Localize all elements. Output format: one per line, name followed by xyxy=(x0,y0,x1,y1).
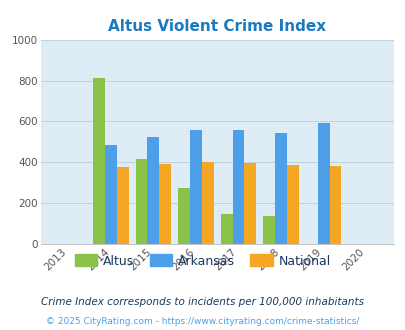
Bar xyxy=(117,168,128,244)
Text: Crime Index corresponds to incidents per 100,000 inhabitants: Crime Index corresponds to incidents per… xyxy=(41,297,364,307)
Bar xyxy=(104,146,117,244)
Bar xyxy=(244,163,256,244)
Bar xyxy=(147,137,159,244)
Bar xyxy=(135,159,147,244)
Text: © 2025 CityRating.com - https://www.cityrating.com/crime-statistics/: © 2025 CityRating.com - https://www.city… xyxy=(46,317,359,326)
Bar xyxy=(220,214,232,244)
Bar xyxy=(201,162,213,244)
Bar xyxy=(317,123,329,244)
Bar xyxy=(232,130,244,244)
Bar xyxy=(329,166,341,244)
Bar xyxy=(275,133,286,244)
Bar xyxy=(159,164,171,244)
Bar xyxy=(190,130,201,244)
Title: Altus Violent Crime Index: Altus Violent Crime Index xyxy=(108,19,326,34)
Bar xyxy=(262,215,275,244)
Bar xyxy=(93,79,104,244)
Legend: Altus, Arkansas, National: Altus, Arkansas, National xyxy=(69,249,336,273)
Bar xyxy=(178,188,190,244)
Bar xyxy=(286,165,298,244)
